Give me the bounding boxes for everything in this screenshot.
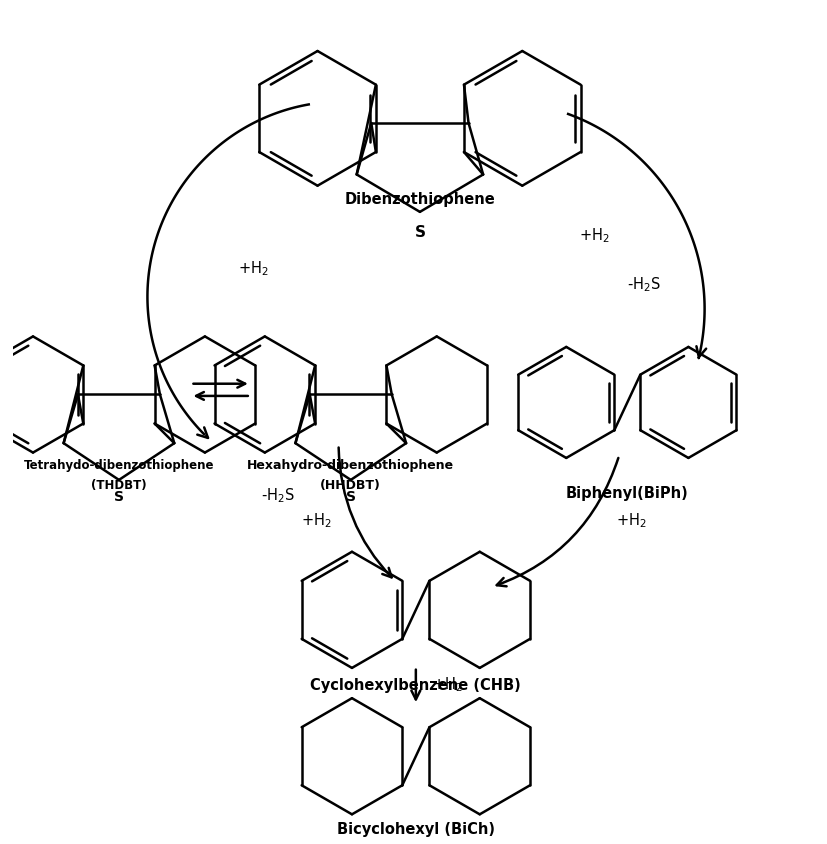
Text: -H$_2$S: -H$_2$S	[626, 275, 660, 294]
Text: S: S	[114, 490, 124, 504]
Text: +H$_2$: +H$_2$	[432, 675, 462, 694]
Text: +H$_2$: +H$_2$	[579, 226, 609, 245]
Text: Tetrahydo-dibenzothiophene: Tetrahydo-dibenzothiophene	[24, 459, 214, 473]
Text: Hexahydro-dibenzothiophene: Hexahydro-dibenzothiophene	[247, 459, 454, 473]
Text: Dibenzothiophene: Dibenzothiophene	[344, 192, 495, 207]
Text: S: S	[414, 225, 425, 240]
Text: S: S	[346, 490, 356, 504]
Text: +H$_2$: +H$_2$	[615, 511, 646, 530]
Text: Bicyclohexyl (BiCh): Bicyclohexyl (BiCh)	[337, 822, 495, 837]
Text: +H$_2$: +H$_2$	[301, 511, 332, 530]
Text: (HHDBT): (HHDBT)	[320, 479, 380, 492]
Text: Cyclohexylbenzene (CHB): Cyclohexylbenzene (CHB)	[310, 678, 520, 693]
Text: (THDBT): (THDBT)	[91, 479, 146, 492]
Text: +H$_2$: +H$_2$	[237, 259, 268, 278]
Text: -H$_2$S: -H$_2$S	[261, 487, 294, 506]
Text: Biphenyl(BiPh): Biphenyl(BiPh)	[566, 486, 688, 501]
